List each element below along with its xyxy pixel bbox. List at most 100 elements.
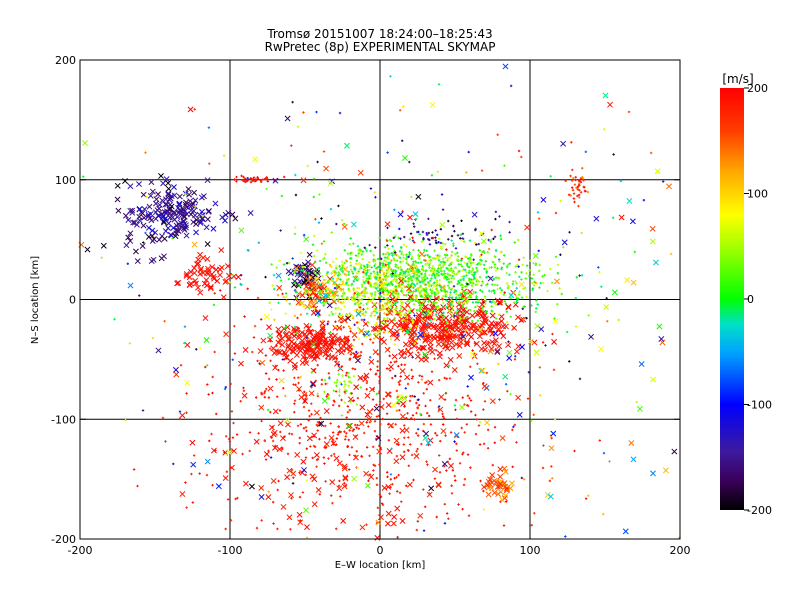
data-point (407, 294, 414, 300)
data-point (286, 514, 293, 521)
data-point (149, 188, 156, 195)
data-point (343, 401, 347, 404)
data-point (426, 491, 433, 498)
data-point (428, 414, 431, 418)
data-point (345, 259, 348, 262)
data-point (473, 241, 477, 245)
data-point (330, 295, 334, 298)
data-point (126, 262, 130, 265)
data-point (410, 283, 413, 287)
data-point (480, 169, 484, 172)
data-point (311, 501, 318, 508)
data-point (177, 219, 184, 226)
data-point (357, 320, 361, 324)
data-point (454, 266, 458, 269)
data-point (413, 284, 417, 288)
data-point (434, 254, 441, 261)
data-point (357, 169, 364, 176)
data-point (211, 447, 217, 454)
data-point (359, 386, 362, 389)
data-point (231, 436, 235, 439)
data-point (349, 251, 353, 254)
data-point (434, 297, 437, 300)
data-point (198, 194, 205, 201)
data-point (222, 475, 229, 482)
data-point (379, 308, 382, 311)
data-point (310, 286, 314, 289)
data-point (338, 394, 341, 397)
data-point (478, 230, 485, 237)
data-point (358, 298, 362, 302)
data-point (378, 375, 381, 378)
data-point (184, 379, 191, 386)
data-point (486, 447, 490, 450)
data-point (442, 417, 446, 420)
data-point (494, 255, 497, 259)
data-point (269, 456, 273, 459)
data-point (267, 490, 270, 493)
data-point (454, 289, 458, 293)
data-point (297, 329, 301, 333)
data-point (277, 368, 280, 372)
data-point (327, 180, 334, 187)
data-point (344, 383, 347, 386)
data-point (294, 451, 301, 458)
data-point (428, 485, 435, 492)
data-point (450, 254, 453, 257)
data-point (281, 325, 287, 332)
data-point (331, 270, 335, 273)
data-point (471, 349, 474, 352)
data-point (373, 291, 377, 294)
data-point (268, 301, 271, 304)
data-point (443, 261, 447, 264)
data-point (649, 225, 656, 232)
data-point (343, 337, 346, 340)
data-point (514, 280, 517, 283)
data-point (367, 274, 371, 277)
data-point (368, 356, 372, 359)
data-point (445, 299, 448, 302)
data-point (433, 477, 437, 480)
data-point (517, 265, 520, 268)
data-point (445, 512, 449, 515)
data-point (382, 252, 385, 256)
data-point (436, 233, 439, 237)
data-point (426, 411, 429, 415)
data-point (341, 314, 344, 317)
data-point (394, 328, 400, 335)
data-point (294, 366, 298, 369)
data-point (331, 431, 335, 434)
data-point (388, 238, 392, 242)
data-point (301, 491, 305, 494)
data-point (349, 330, 352, 333)
data-point (506, 342, 509, 345)
data-point (424, 259, 427, 262)
data-point (349, 313, 353, 317)
data-point (605, 297, 608, 300)
data-point (348, 376, 352, 379)
data-point (498, 260, 501, 263)
data-point (402, 256, 405, 260)
data-point (321, 258, 325, 261)
data-point (113, 318, 116, 321)
data-point (292, 476, 295, 479)
data-point (255, 526, 259, 530)
data-point (497, 329, 504, 336)
data-point (218, 247, 225, 254)
data-point (326, 382, 329, 385)
data-point (372, 260, 375, 263)
data-point (420, 240, 424, 243)
data-point (438, 278, 441, 282)
data-point (457, 263, 461, 266)
data-point (499, 435, 506, 441)
data-point (336, 290, 339, 293)
data-point (389, 337, 393, 341)
data-point (431, 231, 434, 234)
data-point (331, 277, 335, 280)
data-point (511, 324, 518, 331)
data-point (165, 190, 172, 197)
data-point (380, 257, 383, 261)
data-point (356, 423, 359, 427)
data-point (410, 377, 414, 380)
